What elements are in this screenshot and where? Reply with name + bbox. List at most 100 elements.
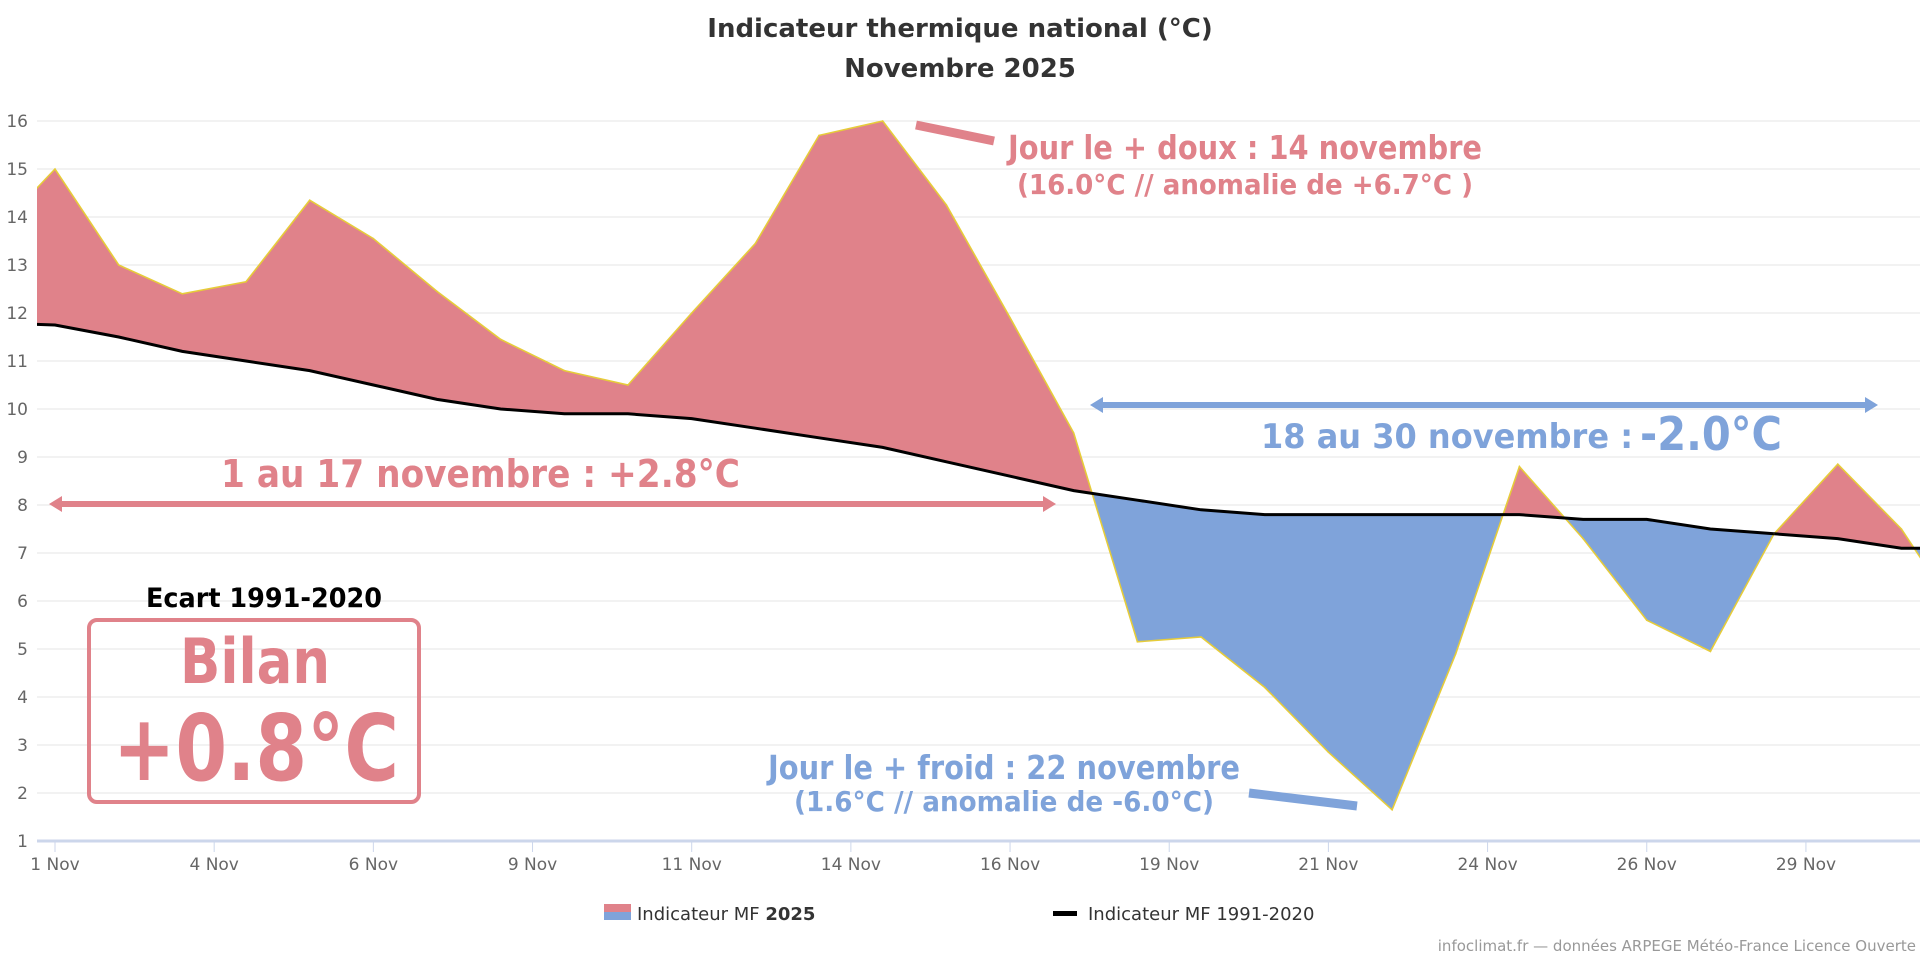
data-point-normal[interactable] [1136, 499, 1139, 502]
x-tick-label: 6 Nov [349, 855, 398, 875]
data-point-2025[interactable] [1645, 619, 1648, 621]
data-point-normal[interactable] [1454, 513, 1457, 516]
data-point-normal[interactable] [1009, 475, 1011, 478]
data-point-2025[interactable] [1136, 641, 1139, 643]
legend-item-normal[interactable]: Indicateur MF 1991-2020 [1053, 904, 1314, 925]
data-point-normal[interactable] [881, 446, 884, 449]
data-point-2025[interactable] [754, 242, 757, 245]
y-tick-label: 12 [6, 304, 28, 324]
period2-annotation: 18 au 30 novembre : -2.0°C [1090, 397, 1878, 461]
data-point-normal[interactable] [754, 427, 757, 430]
x-tick-label: 26 Nov [1617, 855, 1677, 875]
period1-arrow [49, 496, 1056, 512]
data-point-normal[interactable] [499, 408, 502, 410]
chart-title: Indicateur thermique national (°C) [707, 14, 1212, 44]
data-point-normal[interactable] [690, 417, 693, 420]
y-tick-label: 2 [17, 784, 28, 804]
coldest-line1: Jour le + froid : 22 novembre [766, 748, 1240, 787]
x-tick-label: 14 Nov [821, 855, 881, 875]
data-point-normal[interactable] [945, 461, 948, 463]
data-point-2025[interactable] [881, 120, 884, 122]
data-point-2025[interactable] [1709, 650, 1712, 653]
data-point-2025[interactable] [308, 199, 311, 201]
data-point-normal[interactable] [1391, 513, 1393, 516]
data-point-normal[interactable] [1645, 518, 1648, 521]
data-point-2025[interactable] [945, 204, 948, 206]
y-tick-label: 11 [6, 352, 28, 372]
x-tick-label: 24 Nov [1457, 855, 1517, 875]
y-tick-label: 4 [17, 688, 28, 708]
series-2025-line [37, 120, 1920, 812]
coldest-pointer [1248, 788, 1358, 811]
credits[interactable]: infoclimat.fr — données ARPEGE Météo-Fra… [1438, 937, 1916, 955]
data-point-2025[interactable] [563, 369, 566, 372]
bilan-label: Bilan [180, 625, 330, 698]
legend-2025-year: 2025 [765, 904, 815, 925]
data-point-2025[interactable] [54, 168, 56, 170]
data-point-2025[interactable] [1836, 463, 1839, 466]
data-point-2025[interactable] [690, 312, 693, 314]
data-point-normal[interactable] [54, 324, 56, 326]
period1-annotation: 1 au 17 novembre : +2.8°C [49, 452, 1056, 512]
bilan-box: Ecart 1991-2020 Bilan +0.8°C [87, 583, 421, 804]
data-point-normal[interactable] [372, 384, 375, 386]
chart-subtitle: Novembre 2025 [844, 54, 1076, 84]
warmest-line2: (16.0°C // anomalie de +6.7°C ) [1017, 168, 1473, 201]
data-point-normal[interactable] [181, 350, 184, 353]
x-axis: 1 Nov 4 Nov 6 Nov 9 Nov 11 Nov 14 Nov 16 Nov 19… [30, 841, 1836, 875]
legend-item-2025[interactable]: Indicateur MF 2025 [604, 904, 815, 925]
coldest-line2: (1.6°C // anomalie de -6.0°C) [794, 785, 1214, 818]
y-tick-label: 16 [6, 112, 28, 132]
data-point-2025[interactable] [1518, 465, 1521, 468]
data-point-normal[interactable] [563, 413, 566, 415]
x-tick-label: 4 Nov [189, 855, 238, 875]
data-point-normal[interactable] [1773, 533, 1775, 535]
data-point-normal[interactable] [1582, 518, 1584, 521]
legend-swatch-cold [604, 912, 631, 920]
data-point-2025[interactable] [499, 338, 502, 341]
data-point-2025[interactable] [181, 293, 184, 295]
data-point-2025[interactable] [436, 290, 438, 293]
data-point-2025[interactable] [1582, 537, 1584, 540]
x-tick-label: 29 Nov [1776, 855, 1836, 875]
series-normal-line [37, 322, 1920, 550]
data-point-normal[interactable] [1900, 547, 1903, 549]
data-point-normal[interactable] [1709, 528, 1712, 530]
data-point-2025[interactable] [1263, 686, 1266, 689]
data-points [54, 120, 1903, 811]
data-point-2025[interactable] [1200, 636, 1202, 638]
x-tick-label: 11 Nov [662, 855, 722, 875]
data-point-2025[interactable] [627, 384, 629, 386]
data-point-2025[interactable] [818, 134, 820, 137]
data-point-normal[interactable] [1836, 537, 1839, 540]
data-point-normal[interactable] [245, 360, 247, 362]
warmest-day-annotation: Jour le + doux : 14 novembre (16.0°C // … [915, 120, 1482, 201]
data-point-2025[interactable] [245, 281, 247, 283]
period2-value: -2.0°C [1640, 407, 1782, 461]
data-point-normal[interactable] [436, 398, 438, 401]
data-point-normal[interactable] [1263, 513, 1266, 516]
data-point-normal[interactable] [308, 369, 311, 372]
data-point-2025[interactable] [1327, 751, 1330, 753]
data-point-2025[interactable] [1454, 653, 1457, 655]
data-point-normal[interactable] [1200, 509, 1202, 511]
data-point-normal[interactable] [818, 437, 820, 439]
data-point-normal[interactable] [117, 336, 120, 338]
data-point-normal[interactable] [1518, 513, 1521, 516]
data-point-normal[interactable] [627, 413, 629, 415]
y-tick-label: 3 [17, 736, 28, 756]
data-point-2025[interactable] [117, 264, 120, 266]
data-point-2025[interactable] [1072, 432, 1075, 434]
period1-label: 1 au 17 novembre : +2.8°C [221, 452, 740, 496]
x-tick-label: 21 Nov [1298, 855, 1358, 875]
x-tick-label: 16 Nov [980, 855, 1040, 875]
data-point-2025[interactable] [1009, 317, 1011, 319]
data-point-2025[interactable] [1391, 809, 1393, 811]
data-point-normal[interactable] [1327, 513, 1330, 516]
data-point-normal[interactable] [1072, 489, 1075, 492]
data-point-2025[interactable] [1900, 528, 1903, 530]
y-tick-label: 6 [17, 592, 28, 612]
coldest-day-annotation: Jour le + froid : 22 novembre (1.6°C // … [766, 748, 1358, 818]
data-point-2025[interactable] [372, 237, 375, 240]
